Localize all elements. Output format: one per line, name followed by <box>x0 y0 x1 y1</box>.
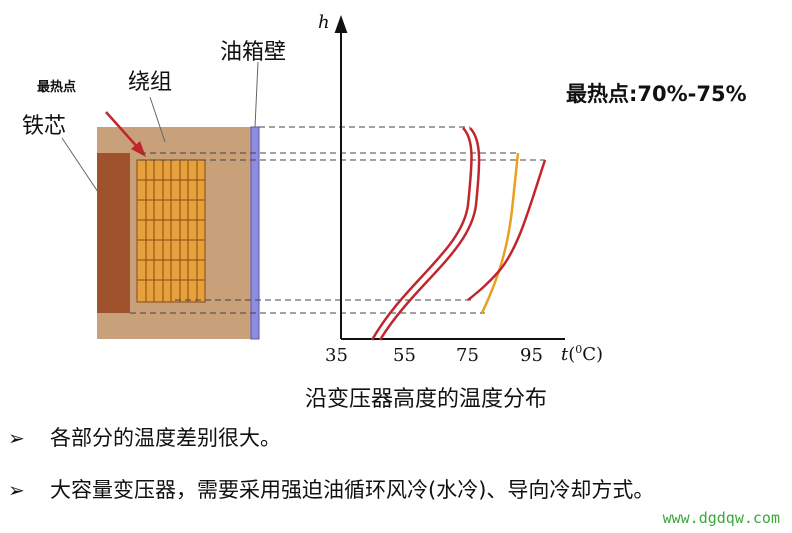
oil-temperature-curve <box>480 152 520 314</box>
winding-leader-line <box>149 96 166 143</box>
x-axis-unit: C) <box>582 344 604 365</box>
tank-wall-label: 油箱壁 <box>220 40 287 65</box>
winding-temperature-curve-outer <box>370 127 473 341</box>
hottest-point-small-label: 最热点 <box>37 80 77 95</box>
tank-wall-leader-line <box>254 61 259 128</box>
x-tick-75: 75 <box>456 345 479 366</box>
winding-label: 绕组 <box>128 70 173 95</box>
x-axis-label: t(0C) <box>561 343 604 365</box>
winding-block <box>136 159 206 303</box>
x-tick-55: 55 <box>393 345 416 366</box>
x-tick-35: 35 <box>325 345 348 366</box>
hotspot-percentage-note: 最热点:70%-75% <box>566 82 747 106</box>
temperature-distribution-diagram <box>61 15 565 341</box>
y-axis-label: h <box>318 12 330 33</box>
core-leader-line <box>61 137 99 193</box>
bullet-marker-2: ➢ <box>8 478 25 502</box>
surface-temperature-curve <box>467 159 547 301</box>
tank-wall <box>250 126 260 340</box>
bullet-marker-1: ➢ <box>8 426 25 450</box>
core-label: 铁芯 <box>22 114 67 139</box>
x-tick-95: 95 <box>520 345 543 366</box>
projection-lines <box>130 126 545 314</box>
watermark: www.dgdqw.com <box>662 509 780 527</box>
diagram-caption: 沿变压器高度的温度分布 <box>305 387 548 412</box>
iron-core <box>97 153 130 313</box>
bullet-text-1: 各部分的温度差别很大。 <box>50 426 281 450</box>
bullet-text-2: 大容量变压器，需要采用强迫油循环风冷(水冷)、导向冷却方式。 <box>50 478 655 502</box>
x-axis-variable: t <box>561 344 569 365</box>
x-axis-unit-degree: 0 <box>575 343 583 356</box>
chart-axes <box>334 15 565 340</box>
winding-temperature-curve-inner <box>378 127 481 341</box>
